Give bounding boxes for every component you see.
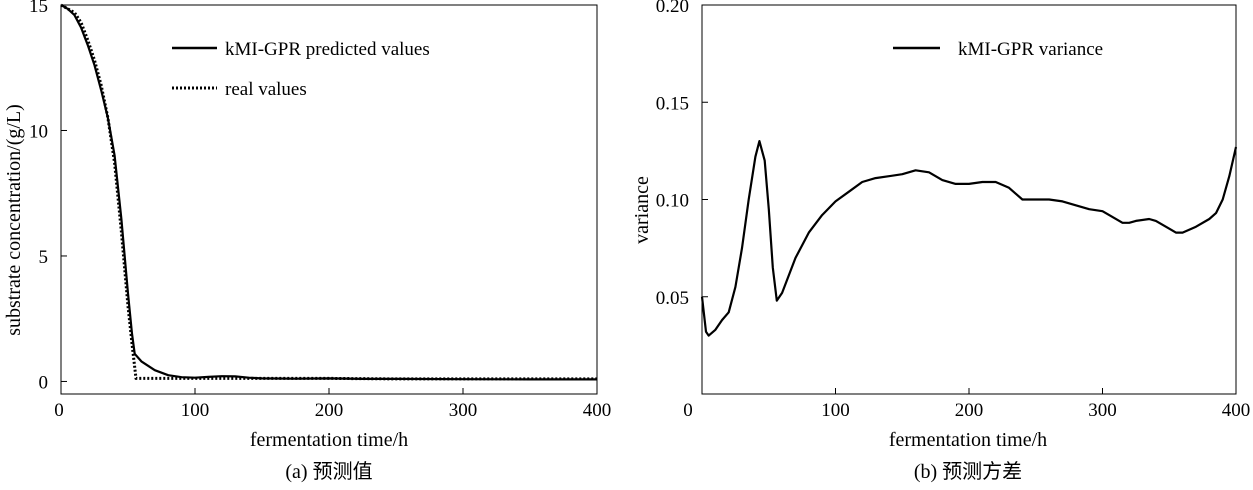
panel-a-caption: (a) 预测值 bbox=[285, 460, 372, 483]
panel-a-y-axis-label: substrate concentration/(g/L) bbox=[3, 104, 25, 336]
panel-b-y-axis-label: variance bbox=[631, 176, 653, 244]
x-tick-label: 400 bbox=[1222, 400, 1251, 421]
x-tick-label: 400 bbox=[583, 400, 612, 421]
x-tick-label: 200 bbox=[315, 400, 344, 421]
y-tick-label: 0.15 bbox=[656, 93, 689, 114]
x-tick-label: 300 bbox=[449, 400, 478, 421]
legend-label-predicted: kMI-GPR predicted values bbox=[225, 39, 430, 60]
panel-b-plot-frame bbox=[701, 4, 1237, 395]
panel-b-variance: 0 100 200 300 400 0.05 0.10 0.15 0.20 kMI-GPR v… bbox=[631, 0, 1250, 483]
x-tick-label: 100 bbox=[821, 400, 850, 421]
series-line-real-values bbox=[60, 3, 597, 381]
panel-a-predicted-values: 0 100 200 300 400 0 5 10 15 kMI-GPR predicted v… bbox=[3, 0, 611, 483]
x-tick-label: 100 bbox=[181, 400, 210, 421]
panel-b-x-axis-label: fermentation time/h bbox=[889, 429, 1047, 451]
series-line-variance bbox=[700, 140, 1238, 337]
y-tick-label: 0.05 bbox=[656, 288, 689, 309]
y-tick-label: 5 bbox=[39, 247, 49, 268]
panel-a-plot-frame bbox=[60, 4, 598, 395]
legend-label-real: real values bbox=[225, 79, 307, 100]
legend-label-variance: kMI-GPR variance bbox=[958, 39, 1103, 60]
panel-a-x-axis-label: fermentation time/h bbox=[250, 429, 408, 451]
y-tick-label: 0.10 bbox=[656, 191, 689, 212]
y-tick-label: 0.20 bbox=[656, 0, 689, 17]
series-line-predicted-values bbox=[60, 4, 597, 381]
y-tick-label: 15 bbox=[29, 0, 48, 17]
x-tick-label: 200 bbox=[955, 400, 984, 421]
y-tick-label: 0 bbox=[39, 372, 49, 393]
y-tick-label: 10 bbox=[29, 121, 48, 142]
x-tick-label: 0 bbox=[54, 400, 64, 421]
x-tick-label: 0 bbox=[683, 400, 693, 421]
panel-b-caption: (b) 预测方差 bbox=[914, 460, 1022, 483]
x-tick-label: 300 bbox=[1088, 400, 1117, 421]
